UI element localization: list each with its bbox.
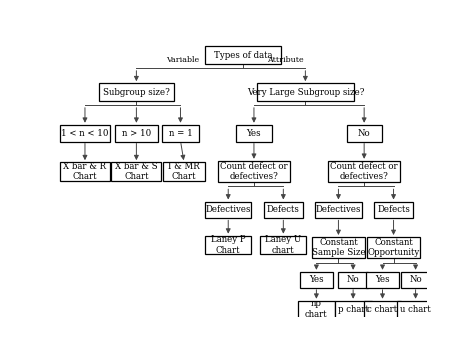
Text: Types of data: Types of data xyxy=(214,51,272,59)
FancyBboxPatch shape xyxy=(338,272,368,288)
FancyBboxPatch shape xyxy=(205,201,251,218)
Text: No: No xyxy=(347,275,359,284)
Text: np
chart: np chart xyxy=(305,299,328,319)
Text: Constant
Opportunity: Constant Opportunity xyxy=(367,238,419,257)
Text: Defects: Defects xyxy=(267,205,300,214)
FancyBboxPatch shape xyxy=(111,162,161,181)
Text: X bar & S
Chart: X bar & S Chart xyxy=(115,162,158,181)
Text: Yes: Yes xyxy=(246,129,261,138)
FancyBboxPatch shape xyxy=(315,201,362,218)
FancyBboxPatch shape xyxy=(237,125,272,142)
Text: X bar & R
Chart: X bar & R Chart xyxy=(64,162,107,181)
Text: Count defect or
defectives?: Count defect or defectives? xyxy=(220,162,288,181)
FancyBboxPatch shape xyxy=(256,83,354,101)
Text: n > 10: n > 10 xyxy=(122,129,151,138)
FancyBboxPatch shape xyxy=(374,201,413,218)
Text: Defects: Defects xyxy=(377,205,410,214)
FancyBboxPatch shape xyxy=(99,83,174,101)
Text: No: No xyxy=(409,275,422,284)
FancyBboxPatch shape xyxy=(163,162,205,181)
Text: Subgroup size?: Subgroup size? xyxy=(103,88,170,96)
Text: p chart: p chart xyxy=(337,305,369,314)
FancyBboxPatch shape xyxy=(298,301,335,318)
Text: Very Large Subgroup size?: Very Large Subgroup size? xyxy=(246,88,364,96)
FancyBboxPatch shape xyxy=(300,272,333,288)
Text: Yes: Yes xyxy=(309,275,324,284)
Text: c chart: c chart xyxy=(367,305,398,314)
FancyBboxPatch shape xyxy=(346,125,382,142)
Text: Laney P
Chart: Laney P Chart xyxy=(211,235,246,255)
FancyBboxPatch shape xyxy=(335,301,372,318)
FancyBboxPatch shape xyxy=(205,236,251,254)
FancyBboxPatch shape xyxy=(218,161,290,182)
FancyBboxPatch shape xyxy=(367,237,420,258)
FancyBboxPatch shape xyxy=(328,161,400,182)
Text: Defectives: Defectives xyxy=(316,205,361,214)
Text: Defectives: Defectives xyxy=(206,205,251,214)
FancyBboxPatch shape xyxy=(364,301,401,318)
FancyBboxPatch shape xyxy=(366,272,399,288)
Text: No: No xyxy=(358,129,371,138)
FancyBboxPatch shape xyxy=(260,236,307,254)
FancyBboxPatch shape xyxy=(60,162,110,181)
FancyBboxPatch shape xyxy=(115,125,158,142)
Text: Constant
Sample Size: Constant Sample Size xyxy=(311,238,365,257)
FancyBboxPatch shape xyxy=(311,237,365,258)
Text: Variable: Variable xyxy=(166,56,199,64)
Text: n = 1: n = 1 xyxy=(169,129,192,138)
FancyBboxPatch shape xyxy=(397,301,434,318)
FancyBboxPatch shape xyxy=(205,46,281,64)
Text: Attribute: Attribute xyxy=(267,56,303,64)
Text: 1 < n < 10: 1 < n < 10 xyxy=(61,129,109,138)
Text: Yes: Yes xyxy=(375,275,390,284)
FancyBboxPatch shape xyxy=(401,272,430,288)
Text: Count defect or
defectives?: Count defect or defectives? xyxy=(330,162,398,181)
FancyBboxPatch shape xyxy=(60,125,110,142)
Text: u chart: u chart xyxy=(400,305,431,314)
Text: I & MR
Chart: I & MR Chart xyxy=(168,162,200,181)
Text: Laney U
chart: Laney U chart xyxy=(265,235,301,255)
FancyBboxPatch shape xyxy=(264,201,303,218)
FancyBboxPatch shape xyxy=(162,125,199,142)
